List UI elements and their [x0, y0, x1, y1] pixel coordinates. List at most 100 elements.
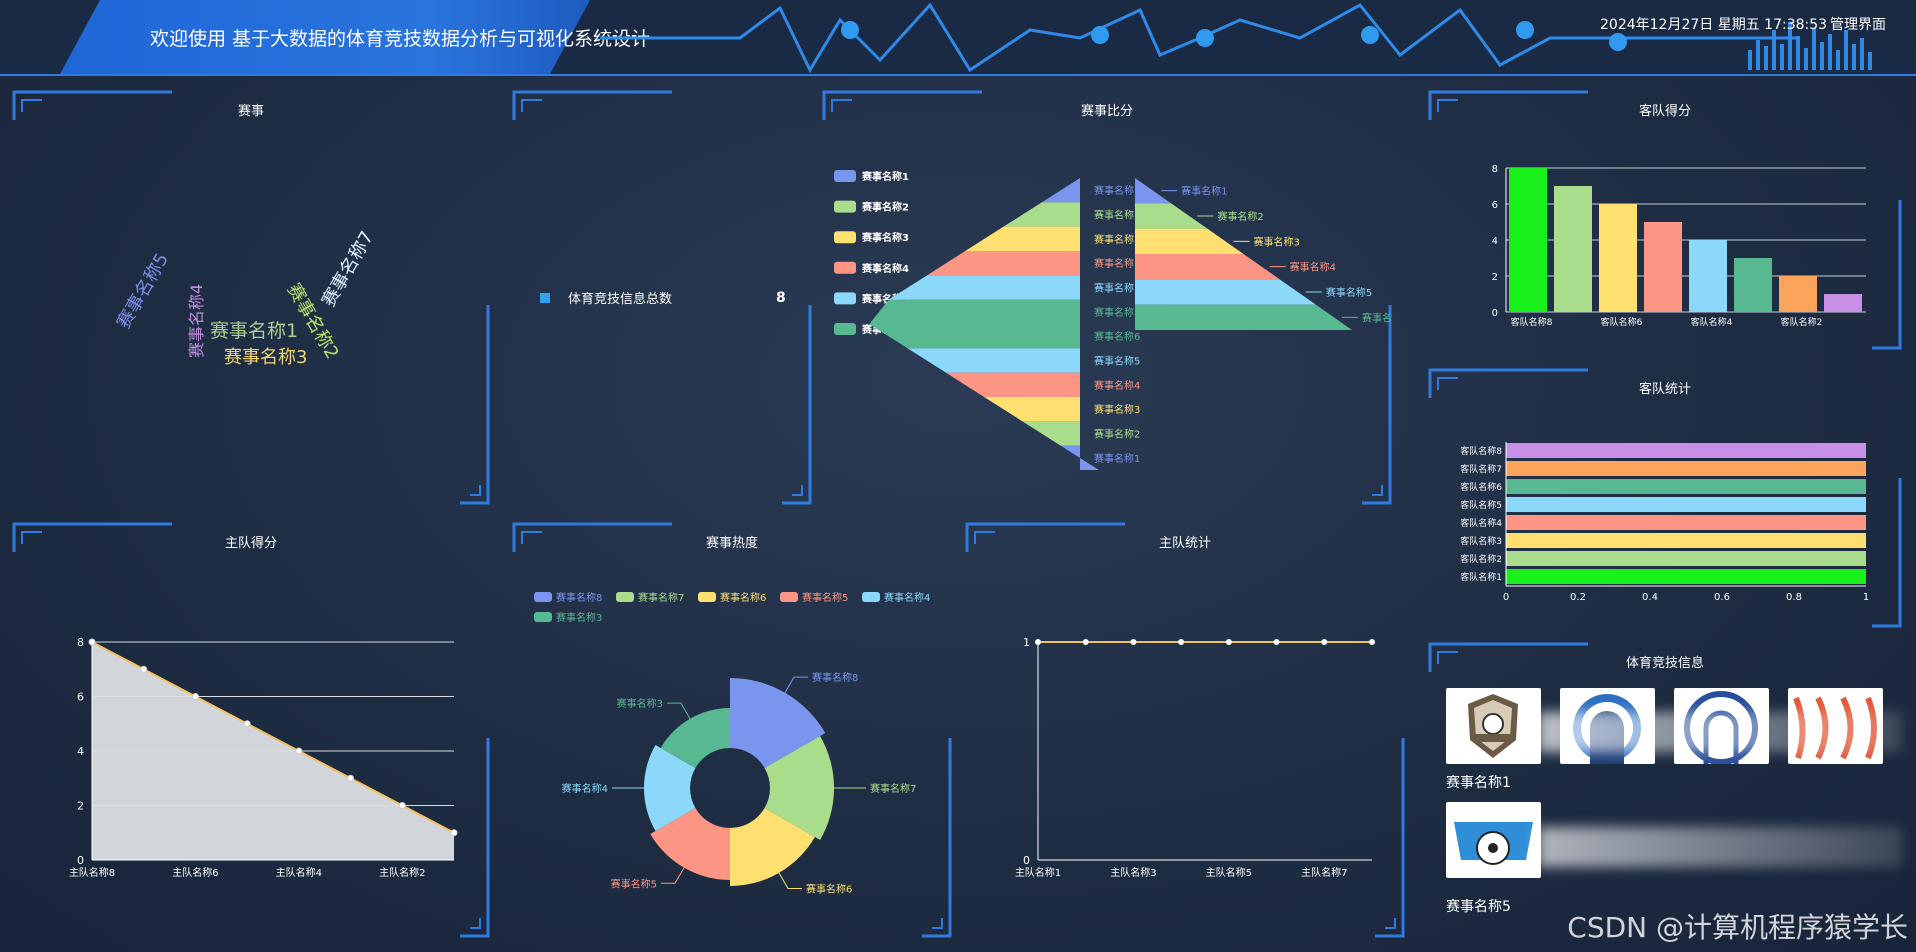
funnel-label: 赛事名称1: [1094, 452, 1140, 465]
bar: [1506, 461, 1866, 476]
funnel-label: 赛事名称4: [1290, 261, 1336, 274]
donut-slice: [660, 708, 730, 768]
admin-link[interactable]: 管理界面: [1830, 17, 1886, 33]
panel-title-home-stats: 主队统计: [1158, 536, 1211, 551]
y-tick-label: 0: [1492, 308, 1498, 319]
y-tick-label: 6: [77, 691, 84, 704]
logo-caption: 赛事名称1: [1446, 775, 1511, 791]
funnel-label: 赛事名称3: [1094, 403, 1140, 416]
slice-label: 赛事名称7: [870, 782, 916, 795]
x-tick-label: 主队名称2: [379, 866, 425, 879]
panel-corner-decoration: [822, 90, 982, 120]
funnel-segment: [945, 372, 1080, 397]
funnel-label: 赛事名: [1362, 311, 1392, 324]
blur-overlay: [1538, 827, 1902, 867]
slice-label: 赛事名称5: [611, 877, 657, 890]
funnel-label: 赛事名称5: [1094, 355, 1140, 368]
panel-corner-decoration: [1428, 90, 1588, 120]
funnel-label: 赛事名称: [1094, 233, 1134, 246]
data-point: [1178, 639, 1185, 645]
panel-home-score: 主队得分 0 2 4 6 8 主队名称8 主队名称6 主队名称4 主队名称2: [12, 522, 490, 938]
bar: [1509, 168, 1547, 312]
home-score-chart: 0 2 4 6 8 主队名称8 主队名称6 主队名称4 主队名称2: [69, 636, 458, 879]
y-tick-label: 客队名称3: [1460, 535, 1502, 547]
legend-swatch: [834, 292, 856, 305]
slice-label: 赛事名称4: [562, 782, 608, 795]
word-cloud-item: 赛事名称1: [210, 320, 298, 342]
y-tick-label: 客队名称6: [1460, 481, 1502, 493]
panel-corner-decoration: [460, 738, 490, 938]
y-tick-label: 客队名称8: [1460, 445, 1502, 457]
legend-swatch: [834, 231, 856, 244]
x-tick-label: 主队名称7: [1301, 866, 1347, 879]
funnel-label: 赛事名称6: [1094, 330, 1140, 343]
event-heat-chart: 赛事名称8 赛事名称7 赛事名称6 赛事名称5 赛事名称4 赛事名称3 赛事名称8 赛事名称7…: [534, 591, 930, 895]
donut-slice: [650, 808, 730, 880]
panel-title-home-score: 主队得分: [224, 536, 277, 551]
funnel-segment: [1135, 304, 1352, 330]
legend-label: 赛事名称2: [861, 201, 909, 214]
panel-home-stats: 主队统计 0 1 主队名称1 主队名称3 主队名称5 主队名称7: [965, 522, 1405, 938]
soccer-ball-icon: [1454, 822, 1533, 865]
legend-swatch: [834, 261, 856, 274]
legend-label: 赛事名称6: [720, 591, 766, 604]
data-point: [347, 774, 355, 782]
team-logo-image[interactable]: [1446, 802, 1541, 878]
legend-square: [540, 292, 550, 303]
x-tick-label: 客队名称6: [1601, 316, 1643, 328]
label-leader-line: [667, 702, 691, 719]
funnel-label: 赛事名称2: [1094, 428, 1140, 441]
legend-swatch: [616, 592, 634, 602]
panel-corner-decoration: [460, 305, 490, 505]
panel-title-events: 赛事: [237, 104, 264, 119]
panel-events: 赛事 赛事名称5 赛事名称4 赛事名称1 赛事名称3 赛事名称2 赛事名称7: [12, 90, 490, 505]
panel-title-event-ratio: 赛事比分: [1080, 104, 1133, 119]
panel-title-away-score: 客队得分: [1638, 104, 1691, 119]
y-tick-label: 客队名称7: [1460, 463, 1502, 475]
y-tick-label: 6: [1492, 200, 1498, 211]
funnel-label: 赛事名称: [1094, 282, 1134, 295]
funnel-label: 赛事名称: [1094, 209, 1134, 222]
legend-swatch: [862, 592, 880, 602]
funnel-label: 赛事名称3: [1254, 235, 1300, 248]
panel-corner-decoration: [1428, 642, 1588, 672]
x-tick-label: 0.4: [1642, 592, 1658, 603]
y-tick-label: 客队名称2: [1460, 553, 1502, 565]
funnel-segment: [869, 324, 1080, 349]
x-tick-label: 主队名称8: [69, 866, 115, 879]
slice-label: 赛事名称6: [806, 882, 852, 895]
funnel-label: 赛事名称5: [1326, 286, 1372, 299]
x-tick-label: 主队名称5: [1206, 866, 1252, 879]
panel-title-event-heat: 赛事热度: [705, 536, 758, 551]
soccer-shield-icon: [1468, 694, 1518, 758]
panel-corner-decoration: [512, 522, 672, 552]
legend-label: 赛事名称7: [638, 591, 684, 604]
legend-swatch: [780, 592, 798, 602]
y-tick-label: 0: [77, 854, 84, 867]
legend-label: 赛事名称1: [861, 170, 909, 183]
x-tick-label: 0.2: [1570, 592, 1586, 603]
panel-away-stats: 客队统计 客队名称8 客队名称7 客队名称6 客队名称5 客队名称4 客队名称3 客队名称2…: [1428, 368, 1902, 628]
funnel-segment: [1041, 178, 1080, 203]
x-tick-label: 主队名称1: [1015, 866, 1061, 879]
donut-slice: [730, 808, 815, 886]
funnel-label: 赛事名称1: [1181, 185, 1227, 198]
legend-label: 赛事名称5: [802, 591, 848, 604]
bar: [1734, 258, 1772, 312]
panel-corner-decoration: [1428, 368, 1588, 398]
label-leader-line: [661, 867, 685, 884]
team-logo-image[interactable]: [1446, 688, 1541, 764]
x-tick-label: 0: [1503, 592, 1509, 603]
funnel-segment: [907, 348, 1080, 373]
word-cloud-item: 赛事名称7: [318, 228, 378, 311]
label-leader-line: [778, 872, 802, 889]
x-tick-label: 主队名称6: [172, 866, 218, 879]
funnel-label: 赛事名称: [1094, 184, 1134, 197]
panel-corner-decoration: [1872, 200, 1902, 350]
bar: [1506, 497, 1866, 512]
y-tick-label: 2: [77, 800, 84, 813]
funnel-segment: [1135, 279, 1316, 305]
panel-sports-info: 体育竞技信息 赛事名称1 赛事名称: [1428, 642, 1902, 938]
panel-corner-decoration: [12, 522, 172, 552]
datetime-display: 2024年12月27日 星期五 17:38:53: [1600, 17, 1828, 33]
